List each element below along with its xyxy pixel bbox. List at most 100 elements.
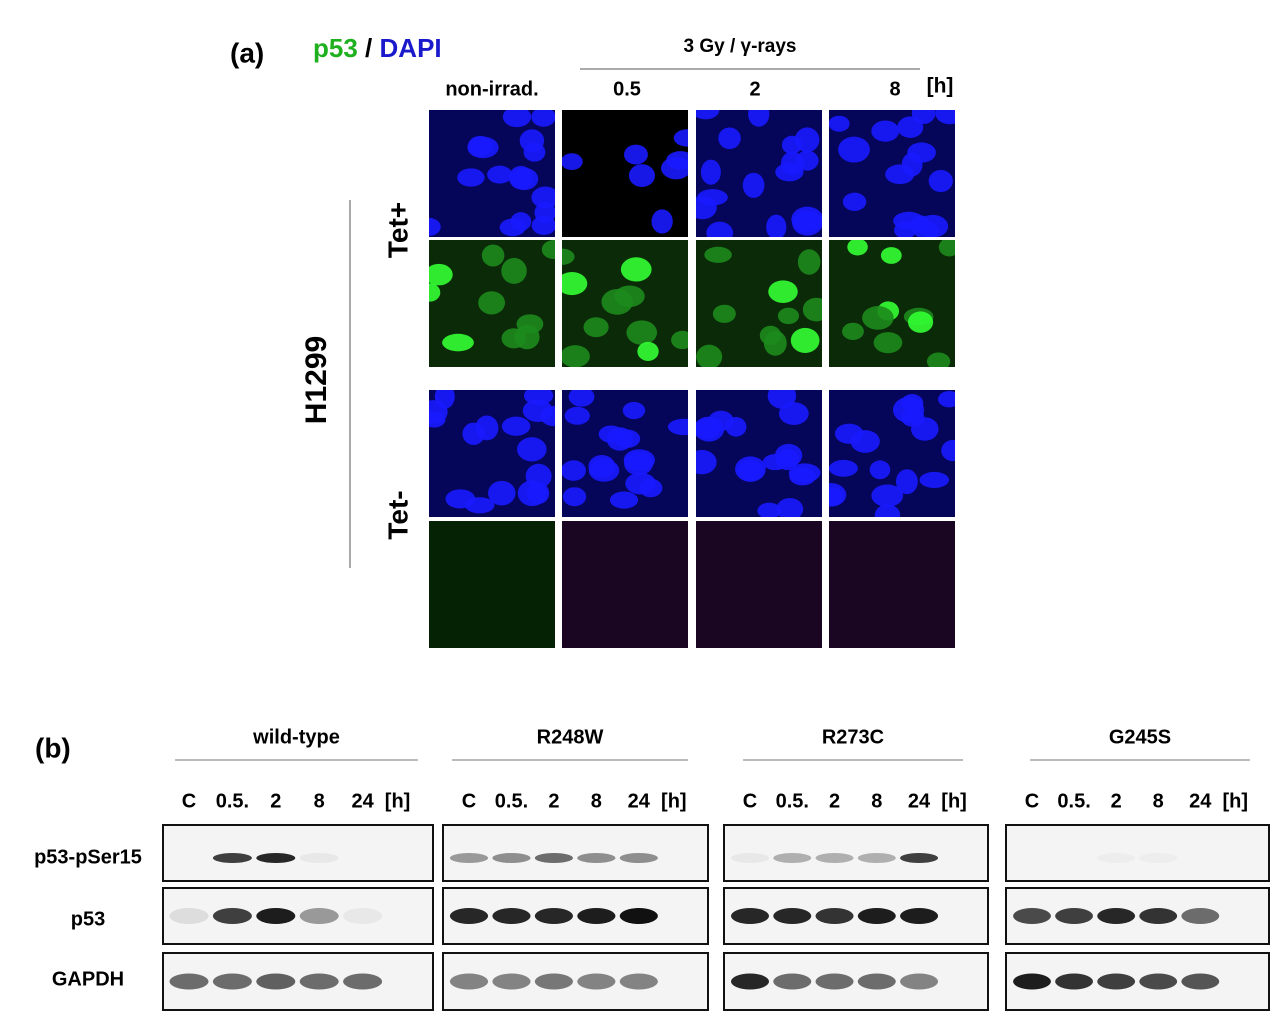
nucleus — [788, 463, 821, 483]
nucleus — [704, 246, 732, 263]
band — [619, 853, 658, 863]
band — [1097, 973, 1136, 990]
group-label: R273C — [822, 726, 884, 748]
nucleus — [467, 135, 493, 157]
nucleus — [541, 240, 555, 260]
band — [343, 908, 383, 924]
nucleus — [901, 394, 924, 412]
nucleus — [626, 320, 658, 345]
nucleus — [697, 189, 728, 206]
nucleus — [517, 437, 547, 462]
nucleus — [766, 214, 787, 237]
nucleus — [829, 459, 858, 477]
lane-label: 0.5. — [1057, 790, 1090, 812]
blot — [723, 824, 989, 882]
nucleus — [667, 418, 688, 436]
lane-label: C — [462, 790, 476, 812]
nucleus — [429, 283, 441, 302]
band — [492, 908, 531, 924]
nucleus — [488, 480, 516, 506]
band — [730, 973, 770, 990]
cells — [429, 110, 555, 237]
panel-label: (b) — [35, 732, 71, 763]
micrograph — [429, 521, 555, 648]
band — [900, 853, 939, 863]
band — [857, 908, 896, 924]
band — [212, 853, 252, 863]
nucleus — [457, 168, 485, 187]
band — [619, 973, 658, 990]
cells — [829, 391, 955, 517]
panel-label: (a) — [230, 37, 264, 68]
nucleus — [478, 291, 506, 315]
nucleus — [562, 153, 583, 171]
nucleus — [562, 345, 590, 367]
nucleus — [526, 482, 550, 505]
band — [1181, 973, 1220, 990]
nucleus — [797, 249, 821, 275]
cells — [562, 129, 688, 234]
band — [492, 973, 531, 990]
lane-label: 8 — [871, 790, 882, 812]
band — [900, 973, 939, 990]
band — [1139, 853, 1177, 863]
nucleus — [442, 333, 474, 352]
band — [773, 973, 812, 990]
unit: [h] — [941, 790, 967, 812]
column-label: 8 — [889, 78, 900, 100]
band — [169, 973, 209, 990]
nucleus — [562, 487, 587, 507]
band — [857, 853, 896, 863]
lane-label: C — [182, 790, 196, 812]
band — [256, 853, 296, 863]
nucleus — [718, 127, 741, 150]
row-label: Tet+ — [382, 202, 413, 258]
nucleus — [829, 115, 850, 132]
stain-p53: p53 — [313, 33, 358, 63]
nucleus — [700, 159, 721, 185]
column-label: non-irrad. — [445, 78, 538, 100]
nucleus — [742, 172, 765, 198]
band — [534, 908, 574, 924]
nucleus — [862, 306, 894, 330]
nucleus — [911, 417, 939, 441]
cells — [562, 248, 688, 367]
nucleus — [625, 472, 656, 495]
nucleus — [941, 439, 955, 462]
band — [212, 973, 252, 990]
row-label: Tet- — [382, 490, 413, 539]
stain-dapi: DAPI — [380, 33, 442, 63]
nucleus — [614, 285, 645, 308]
nucleus — [666, 151, 688, 170]
nucleus — [794, 127, 820, 153]
band — [212, 908, 252, 924]
micrograph — [562, 521, 688, 648]
band — [619, 908, 658, 924]
nucleus — [928, 169, 953, 193]
column-label: 2 — [749, 78, 760, 100]
nucleus — [671, 330, 688, 350]
nucleus — [871, 120, 900, 142]
nucleus — [735, 456, 766, 482]
unit: [h] — [927, 75, 954, 98]
lane-label: 24 — [628, 790, 651, 812]
nucleus — [562, 248, 575, 265]
nucleus — [768, 280, 798, 303]
nucleus — [838, 136, 870, 163]
row-label: p53-pSer15 — [34, 846, 142, 868]
nucleus — [516, 314, 544, 334]
nucleus — [588, 459, 620, 482]
unit: [h] — [661, 790, 687, 812]
nucleus — [622, 401, 646, 420]
band — [449, 973, 489, 990]
nucleus — [880, 247, 902, 264]
nucleus — [598, 425, 624, 443]
nucleus — [757, 502, 782, 517]
band — [534, 973, 574, 990]
nucleus — [842, 192, 867, 211]
nucleus — [510, 167, 539, 191]
nucleus — [623, 144, 648, 165]
column-label: 0.5 — [613, 78, 641, 100]
blot — [442, 824, 709, 882]
nucleus — [938, 240, 955, 257]
